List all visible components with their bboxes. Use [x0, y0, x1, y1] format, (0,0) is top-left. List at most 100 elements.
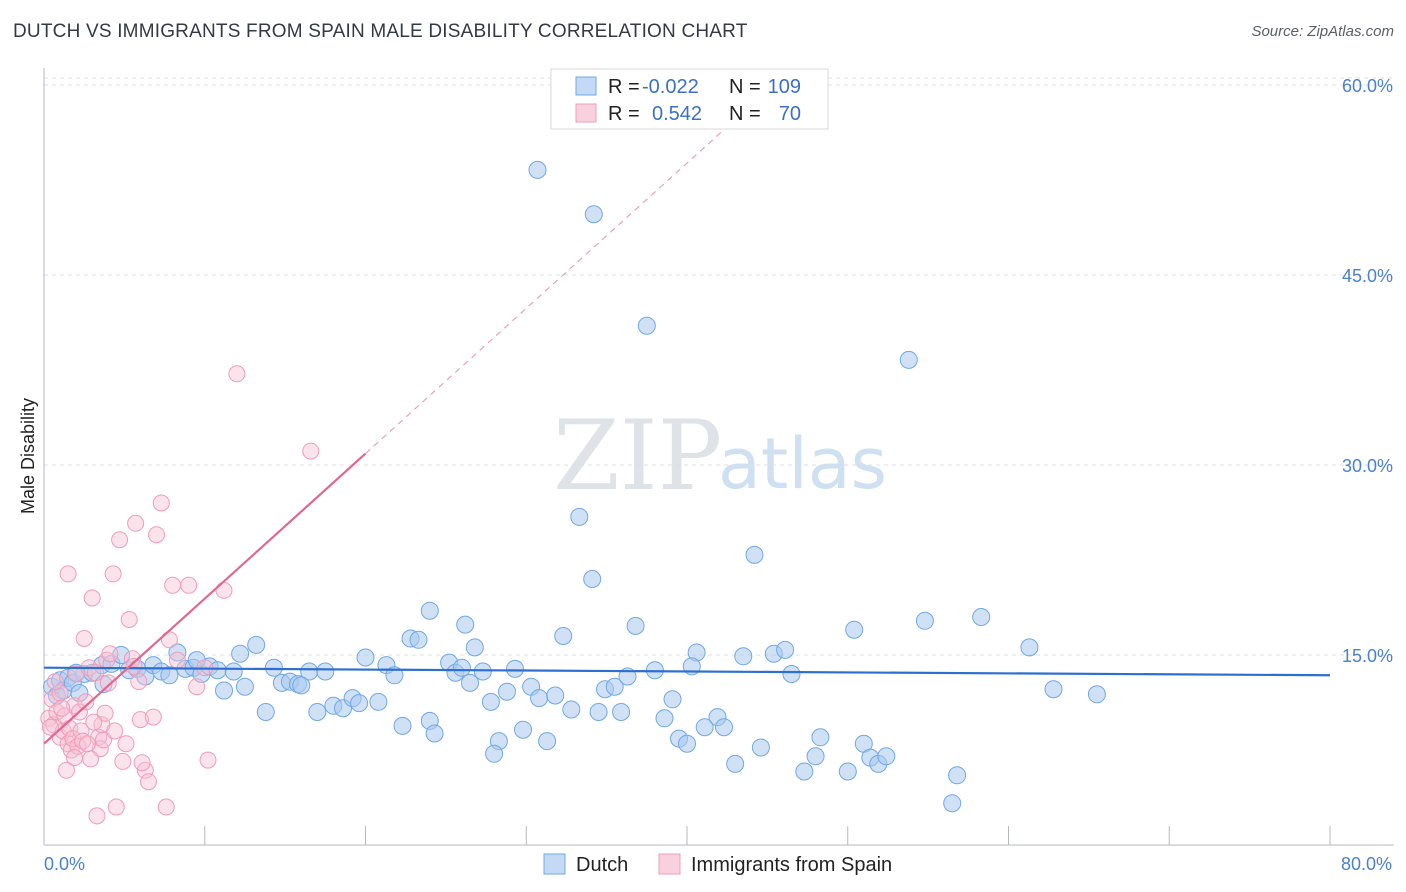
- legend-spain-label: Immigrants from Spain: [691, 854, 892, 876]
- dutch-point: [562, 700, 581, 719]
- spain-point: [168, 651, 186, 669]
- spain-n-label: N =: [729, 103, 761, 125]
- dutch-point: [224, 662, 243, 681]
- dutch-point: [838, 762, 857, 781]
- dutch-point: [538, 732, 557, 751]
- y-tick-label: 60.0%: [1342, 76, 1393, 96]
- series-legend: Dutch Immigrants from Spain: [543, 853, 892, 876]
- spain-point: [152, 494, 170, 512]
- y-axis-title: Male Disability: [18, 398, 38, 514]
- spain-point: [53, 699, 71, 717]
- dutch-point: [473, 662, 492, 681]
- dutch-point: [655, 709, 674, 728]
- dutch-point: [915, 611, 934, 630]
- spain-points: [40, 365, 320, 825]
- dutch-point: [806, 747, 825, 766]
- spain-point: [83, 589, 101, 607]
- dutch-point: [1087, 685, 1106, 704]
- dutch-point: [506, 659, 524, 678]
- dutch-point: [485, 744, 504, 763]
- spain-point: [99, 674, 117, 692]
- dutch-point: [618, 667, 637, 686]
- spain-point: [188, 678, 206, 696]
- dutch-point: [256, 703, 275, 721]
- spain-point: [96, 704, 114, 722]
- dutch-point: [811, 728, 830, 747]
- dutch-point: [530, 689, 549, 708]
- spain-trend-extension: [365, 126, 728, 455]
- dutch-point: [1020, 638, 1039, 657]
- dutch-r-value: -0.022: [642, 76, 699, 98]
- spain-point: [228, 365, 246, 383]
- spain-point: [106, 722, 124, 740]
- dutch-point: [369, 692, 388, 711]
- dutch-point: [745, 545, 764, 564]
- y-tick-label: 30.0%: [1342, 456, 1393, 476]
- spain-point: [74, 732, 92, 750]
- spain-point: [133, 754, 151, 772]
- dutch-point: [845, 620, 864, 639]
- spain-point: [104, 565, 122, 583]
- dutch-point: [420, 601, 439, 620]
- spain-trend-line: [43, 452, 367, 745]
- dutch-point: [612, 703, 631, 721]
- dutch-point: [795, 762, 814, 781]
- dutch-point: [605, 677, 624, 696]
- dutch-point: [425, 724, 444, 743]
- dutch-point: [972, 608, 991, 626]
- dutch-point: [452, 658, 471, 677]
- spain-point: [75, 630, 93, 647]
- dutch-r-label: R =: [608, 76, 640, 98]
- dutch-point: [393, 716, 412, 735]
- dutch-point: [235, 677, 254, 696]
- y-tick-label: 45.0%: [1342, 266, 1393, 286]
- dutch-point: [637, 316, 656, 335]
- dutch-point: [948, 766, 967, 785]
- spain-point: [302, 442, 320, 460]
- spain-point: [59, 565, 77, 583]
- spain-point: [120, 611, 138, 628]
- dutch-point: [899, 350, 918, 369]
- dutch-point: [292, 676, 311, 695]
- spain-point: [66, 749, 83, 767]
- dutch-point: [678, 734, 696, 753]
- spain-swatch: [575, 103, 597, 123]
- dutch-point: [776, 640, 795, 659]
- spain-point: [77, 693, 95, 711]
- dutch-n-label: N =: [729, 76, 761, 98]
- spain-point: [95, 731, 112, 749]
- spain-point: [117, 735, 135, 753]
- dutch-point: [589, 703, 608, 721]
- spain-point: [82, 750, 100, 768]
- dutch-point: [943, 794, 962, 813]
- dutch-point: [546, 686, 565, 705]
- dutch-point: [316, 662, 335, 681]
- spain-point: [127, 514, 145, 532]
- dutch-point: [734, 647, 753, 666]
- stats-legend-box: [550, 68, 829, 130]
- dutch-point: [465, 638, 484, 657]
- chart-title: DUTCH VS IMMIGRANTS FROM SPAIN MALE DISA…: [13, 21, 748, 42]
- dutch-point: [782, 665, 801, 683]
- spain-point: [114, 752, 132, 770]
- dutch-point: [715, 718, 733, 737]
- spain-r-label: R =: [608, 103, 640, 125]
- spain-point: [46, 673, 64, 691]
- dutch-point: [570, 507, 589, 526]
- dutch-point: [626, 616, 645, 635]
- spain-point: [51, 684, 69, 702]
- spain-n-value: 70: [779, 103, 801, 125]
- spain-point: [157, 798, 175, 816]
- spain-point: [111, 531, 129, 549]
- watermark-atlas: atlas: [718, 423, 887, 505]
- spain-point: [180, 576, 198, 594]
- dutch-point: [385, 666, 404, 685]
- dutch-point: [554, 627, 573, 645]
- dutch-point: [247, 635, 266, 654]
- dutch-point: [264, 658, 283, 677]
- dutch-point: [409, 630, 428, 649]
- dutch-point: [350, 694, 369, 713]
- spain-point: [215, 581, 233, 599]
- dutch-point: [663, 690, 682, 709]
